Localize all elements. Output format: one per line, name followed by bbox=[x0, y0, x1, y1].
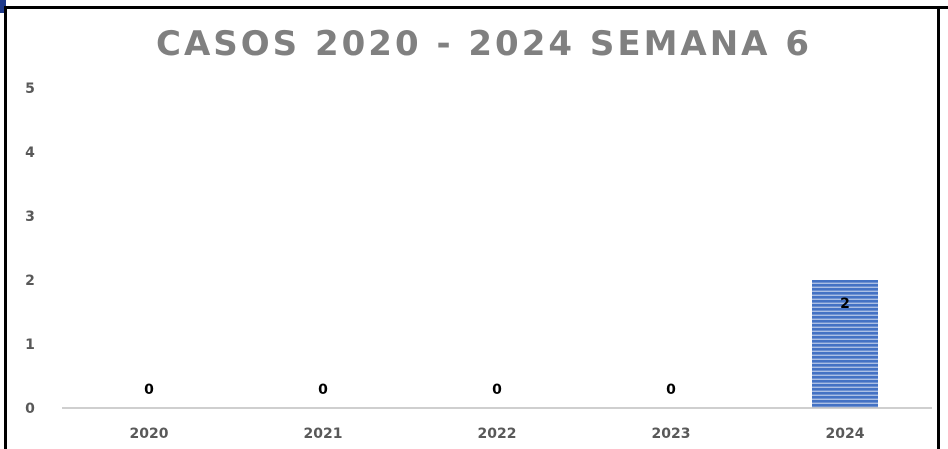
chart-title: CASOS 2020 - 2024 SEMANA 6 bbox=[156, 24, 812, 64]
frame-border-right bbox=[937, 6, 940, 449]
y-tick-label: 1 bbox=[25, 337, 35, 353]
data-label: 0 bbox=[318, 382, 328, 398]
y-tick-label: 2 bbox=[25, 273, 35, 289]
y-tick-label: 0 bbox=[25, 401, 35, 417]
data-label: 0 bbox=[144, 382, 154, 398]
x-axis-ticks: 2020 2021 2022 2023 2024 bbox=[130, 426, 865, 442]
data-labels: 0 0 0 0 2 bbox=[144, 296, 850, 398]
frame-border-top bbox=[4, 6, 948, 9]
bar-2024 bbox=[812, 280, 878, 408]
x-tick-label: 2021 bbox=[304, 426, 343, 442]
y-tick-label: 3 bbox=[25, 209, 35, 225]
y-tick-label: 4 bbox=[25, 145, 35, 161]
data-label: 2 bbox=[840, 296, 850, 312]
x-tick-label: 2020 bbox=[130, 426, 169, 442]
y-axis-ticks: 0 1 2 3 4 5 bbox=[25, 81, 35, 417]
x-tick-label: 2023 bbox=[652, 426, 691, 442]
frame-border-left bbox=[4, 6, 7, 449]
data-label: 0 bbox=[492, 382, 502, 398]
x-tick-label: 2022 bbox=[478, 426, 517, 442]
data-label: 0 bbox=[666, 382, 676, 398]
y-tick-label: 5 bbox=[25, 81, 35, 97]
bar-series bbox=[812, 280, 878, 408]
x-tick-label: 2024 bbox=[826, 426, 865, 442]
left-accent-bar bbox=[0, 0, 6, 13]
